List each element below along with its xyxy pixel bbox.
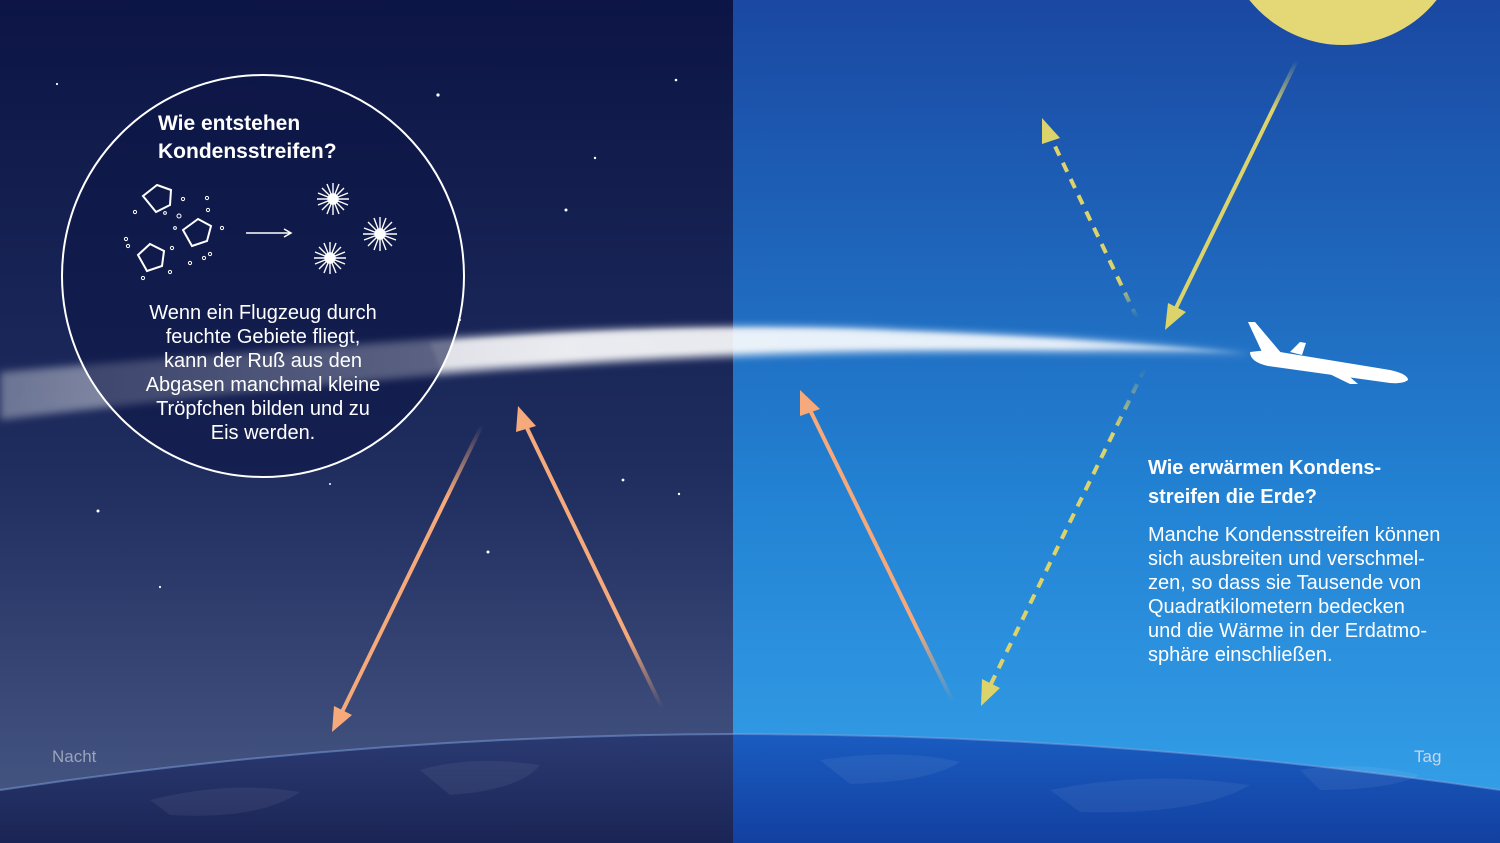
warming-title-line: Wie erwärmen Kondens- xyxy=(1148,457,1382,479)
night-label: Nacht xyxy=(52,747,97,766)
warming-title-line: streifen die Erde? xyxy=(1148,486,1317,508)
reflected-sunlight-arrow xyxy=(1042,118,1139,319)
sun xyxy=(1249,0,1437,45)
circle-text-line: Wenn ein Flugzeug durch xyxy=(149,302,377,324)
day-heat-arrow xyxy=(800,390,955,704)
arrow-right-icon xyxy=(246,228,293,238)
warming-text-line: sich ausbreiten und verschmel- xyxy=(1148,548,1425,570)
warming-text-line: Manche Kondensstreifen können xyxy=(1148,524,1441,546)
circle-text-line: feuchte Gebiete fliegt, xyxy=(165,326,361,348)
circle-text-line: Eis werden. xyxy=(210,422,316,444)
circle-title: Wie entstehen Kondensstreifen? xyxy=(158,110,418,166)
night-heat-arrows xyxy=(332,406,664,732)
warming-text-line: zen, so dass sie Tausende von xyxy=(1148,572,1422,594)
ice-crystals-icon xyxy=(314,183,397,274)
soot-particles-icon xyxy=(136,183,213,273)
circle-title-line: Wie entstehen xyxy=(158,112,301,135)
circle-description: Wenn ein Flugzeug durch feuchte Gebiete … xyxy=(118,301,408,445)
circle-text-line: Abgasen manchmal kleine xyxy=(145,374,381,396)
airplane-icon xyxy=(1248,322,1408,384)
sunlight-arrow xyxy=(1165,58,1299,330)
circle-text-line: kann der Ruß aus den xyxy=(164,350,362,372)
warming-title: Wie erwärmen Kondens- streifen die Erde? xyxy=(1148,454,1448,512)
circle-title-line: Kondensstreifen? xyxy=(158,140,337,163)
warming-text-line: Quadratkilometern bedecken xyxy=(1148,596,1405,618)
droplets-icon xyxy=(123,195,225,281)
circle-text-line: Tröpfchen bilden und zu xyxy=(156,398,370,420)
formation-circle xyxy=(61,74,465,478)
transmitted-sunlight-arrow xyxy=(981,367,1147,706)
day-label: Tag xyxy=(1414,747,1442,766)
earth xyxy=(0,732,1500,843)
warming-text-line: sphäre einschließen. xyxy=(1148,644,1333,666)
day-sky xyxy=(733,0,1500,843)
warming-description: Manche Kondensstreifen können sich ausbr… xyxy=(1148,523,1488,667)
warming-text-line: und die Wärme in der Erdatmo- xyxy=(1148,620,1428,642)
